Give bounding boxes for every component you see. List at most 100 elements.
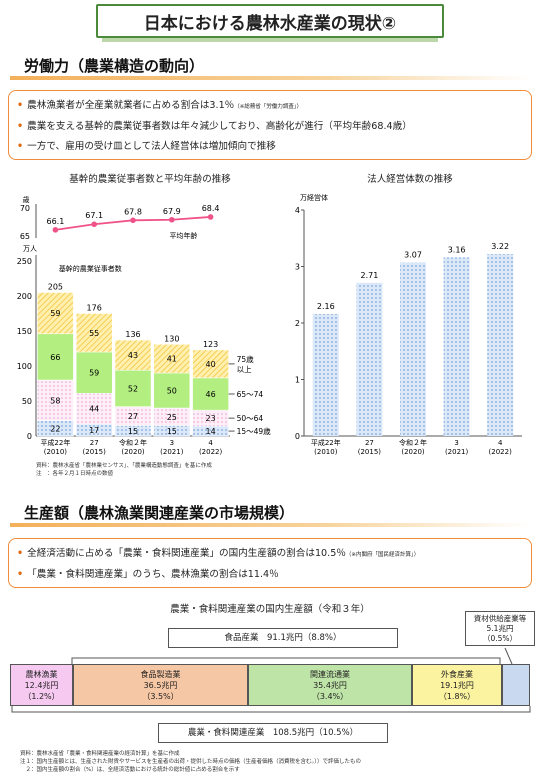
right-y-tick-label: 2: [295, 319, 300, 328]
bar-segment-value: 23: [206, 414, 216, 423]
bar-segment: [75, 351, 113, 394]
bar-total-label: 136: [125, 330, 140, 339]
age-tick-label: 65: [20, 232, 30, 241]
left-chart-notes: 資料：農林水産省「農林業センサス」、「農業構造動態調査」を基に作成 注 ：各年２…: [36, 463, 212, 477]
x-tick-label: 3: [170, 439, 174, 447]
right-bar-value: 2.16: [317, 302, 335, 311]
bar-segment-value: 25: [167, 413, 177, 422]
labor-bullet-2: • 農業を支える基幹的農業従事者数は年々減少しており、高齢化が進行（平均年齢68.…: [17, 121, 412, 132]
bar-segment-value: 14: [206, 427, 216, 436]
left-chart-title: 基幹的農業従事者数と平均年齢の推移: [69, 174, 231, 185]
x-tick-label: 平成22年: [40, 438, 70, 447]
right-x-tick-label: 令和２年: [399, 438, 427, 447]
x-tick-label: (2020): [121, 448, 145, 456]
bar-segment-value: 17: [89, 426, 99, 435]
age-point: [52, 227, 59, 233]
x-tick-label: (2015): [83, 448, 107, 456]
bar-segment-value: 50: [167, 387, 177, 396]
page-title: 日本における農林水産業の現状②: [96, 4, 444, 42]
supply-pct: （0.5%）: [482, 634, 518, 643]
food-industry-label: 食品産業 91.1兆円（8.8%）: [168, 628, 398, 648]
bar-segment-value: 40: [206, 360, 216, 369]
right-y-tick-label: 3: [295, 263, 300, 272]
right-bar: [443, 257, 470, 436]
count-unit-label: 万人: [23, 245, 37, 253]
age-value-label: 67.9: [163, 207, 181, 216]
labor-bullet-1: • 農林漁業者が全産業就業者に占める割合は3.1％（※総務省「労働力調査」）: [17, 100, 303, 111]
total-industry-label: 農業・食料関連産業 108.5兆円（10.5%）: [158, 723, 388, 743]
bar-total-label: 205: [48, 283, 63, 292]
right-chart-title: 法人経営体数の推移: [367, 174, 453, 185]
labor-heading-underline: [10, 76, 530, 80]
labor-bullet-3: • 一方で、雇用の受け皿として法人経営体は増加傾向で推移: [17, 141, 276, 152]
x-tick-label: (2010): [44, 448, 68, 456]
bar-segment-value: 59: [50, 309, 60, 318]
bar-segment-value: 27: [128, 412, 138, 421]
bar-total-label: 123: [203, 340, 218, 349]
segment-food-manufacturing: 食品製造業 36.5兆円 （3.5%）: [73, 664, 248, 706]
production-bullet-2: • 「農業・食料関連産業」のうち、農林漁業の割合は11.4％: [17, 569, 279, 580]
count-tick-label: 100: [17, 362, 32, 371]
bar-segment: [153, 372, 191, 409]
bar-segment-value: 46: [206, 390, 216, 399]
bar-segment-value: 15: [128, 427, 138, 436]
segment-distribution: 関連流通業 35.4兆円 （3.4%）: [248, 664, 412, 706]
age-point: [91, 221, 97, 228]
bullet-dot-icon: •: [17, 121, 24, 132]
food-industry-bracket-lines: [11, 647, 531, 713]
age-point: [130, 217, 136, 224]
count-series-label: 基幹的農業従事者数: [59, 264, 122, 273]
segment-restaurant: 外食産業 19.1兆円 （1.8%）: [412, 664, 502, 706]
bar-segment-value: 58: [50, 396, 60, 405]
age-unit-label: 歳: [23, 195, 30, 204]
production-bullets: • 全経済活動に占める「農業・食料関連産業」の国内生産額の割合は10.5％（※内閣…: [8, 538, 532, 588]
bar-segment-value: 41: [167, 355, 177, 364]
x-tick-label: 4: [208, 439, 213, 447]
right-x-tick-label: 3: [454, 439, 458, 447]
right-x-tick-label: (2015): [358, 448, 382, 456]
bar-segment: [192, 349, 229, 379]
production-notes: 資料：農林水産省「農業・食料関連産業の経済計算」を基に作成 注１：国内生産額とは…: [20, 751, 362, 773]
age-value-label: 67.1: [85, 211, 103, 220]
x-tick-label: (2021): [160, 448, 184, 456]
right-bar-value: 3.22: [491, 242, 509, 251]
supply-value: 5.1兆円: [486, 624, 514, 633]
count-tick-label: 0: [27, 432, 32, 441]
gdp-diagram-title: 農業・食料関連産業の国内生産額（令和３年）: [170, 604, 370, 615]
count-tick-label: 200: [17, 292, 32, 301]
right-y-tick-label: 1: [295, 376, 300, 385]
bar-total-label: 176: [87, 304, 102, 313]
x-tick-label: (2022): [199, 448, 223, 456]
bar-segment: [37, 379, 74, 421]
bar-total-label: 130: [164, 334, 179, 343]
age-value-label: 66.1: [46, 217, 64, 226]
legend-label: 75歳: [237, 354, 255, 364]
age-value-label: 68.4: [202, 204, 220, 213]
bullet-dot-icon: •: [17, 569, 24, 580]
corporate-count-chart: 万経営体 0 1 2 3 4 2.16 平成22年(2010) 2.71 27(2015) 3.07…: [295, 193, 522, 456]
right-x-tick-label: (2021): [445, 448, 469, 456]
age-tick-label: 70: [20, 204, 30, 213]
right-x-tick-label: 4: [498, 439, 503, 447]
right-bar-value: 2.71: [360, 271, 378, 280]
bar-segment-value: 22: [50, 424, 60, 433]
production-heading: 生産額（農林漁業関連産業の市場規模）: [24, 504, 295, 522]
age-value-label: 67.8: [124, 207, 142, 216]
right-bar-value: 3.07: [404, 251, 422, 260]
supply-industry-box: 資材供給産業等 5.1兆円 （0.5%）: [465, 611, 535, 646]
bar-segment-value: 44: [89, 405, 99, 414]
production-heading-underline: [10, 523, 530, 527]
right-x-tick-label: 平成22年: [311, 438, 341, 447]
legend-label: 65～74: [237, 390, 264, 399]
labor-bullets: • 農林漁業者が全産業就業者に占める割合は3.1％（※総務省「労働力調査」） • 農…: [8, 90, 532, 160]
right-x-tick-label: 27: [365, 439, 374, 447]
age-point: [169, 216, 175, 223]
bar-segment: [37, 292, 74, 335]
right-y-tick-label: 0: [295, 432, 300, 441]
supply-name: 資材供給産業等: [473, 614, 527, 623]
right-bar-value: 3.16: [448, 245, 466, 254]
count-tick-label: 150: [17, 327, 32, 336]
bar-segment-value: 43: [128, 351, 138, 360]
count-tick-label: 250: [17, 257, 32, 266]
